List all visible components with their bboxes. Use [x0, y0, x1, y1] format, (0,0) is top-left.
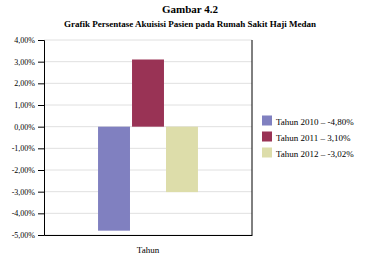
y-tick-mark	[38, 83, 44, 84]
y-tick-mark	[38, 170, 44, 171]
bar	[166, 127, 198, 192]
grid-line	[44, 148, 252, 149]
y-tick-label: -2,00%	[12, 166, 36, 175]
legend: Tahun 2010 – -4,80% Tahun 2011 – 3,10% Tah…	[262, 116, 354, 159]
grid-line	[44, 191, 252, 192]
legend-swatch	[262, 132, 272, 142]
legend-label: Tahun 2011 – 3,10%	[276, 133, 351, 143]
bars	[98, 60, 198, 231]
y-tick: 4,00%	[14, 36, 44, 45]
bar	[98, 127, 130, 231]
legend-swatch	[262, 116, 272, 126]
y-tick-mark	[38, 105, 44, 106]
chart: Gambar 4.2 Grafik Persentase Akuisisi Pas…	[0, 0, 380, 261]
y-tick: -1,00%	[12, 144, 44, 153]
y-tick: 2,00%	[14, 79, 44, 88]
x-axis-title: Tahun	[137, 245, 160, 255]
grid-line	[44, 40, 252, 41]
y-tick: 1,00%	[14, 101, 44, 110]
grid-line	[44, 170, 252, 171]
legend-label: Tahun 2012 – -3,02%	[276, 149, 354, 159]
y-tick: 0,00%	[14, 123, 44, 132]
grid-line	[44, 213, 252, 214]
bar	[132, 60, 164, 127]
y-tick-label: -4,00%	[12, 209, 36, 218]
y-tick-label: 4,00%	[14, 36, 35, 45]
y-tick-label: -1,00%	[12, 144, 36, 153]
y-tick-mark	[38, 213, 44, 214]
y-tick-label: 0,00%	[14, 123, 35, 132]
y-tick: -4,00%	[12, 209, 44, 218]
y-tick-label: -3,00%	[12, 188, 36, 197]
y-tick-mark	[38, 127, 44, 128]
plot-frame	[252, 40, 253, 235]
y-tick-mark	[38, 148, 44, 149]
y-tick-label: 1,00%	[14, 101, 35, 110]
y-tick-mark	[38, 235, 44, 236]
legend-item: Tahun 2012 – -3,02%	[262, 148, 354, 159]
y-tick-label: -5,00%	[12, 231, 36, 240]
y-tick-mark	[38, 62, 44, 63]
legend-item: Tahun 2011 – 3,10%	[262, 132, 351, 143]
y-tick-mark	[38, 40, 44, 41]
y-tick: 3,00%	[14, 58, 44, 67]
subtitle: Grafik Persentase Akuisisi Pasien pada R…	[64, 19, 316, 29]
y-axis: -5,00% -4,00% -3,00% -2,00% -1,00% 0,00% 1,00%…	[12, 36, 45, 240]
y-axis-line	[38, 41, 45, 236]
y-tick-mark	[38, 192, 44, 193]
legend-swatch	[262, 148, 272, 158]
y-tick: -3,00%	[12, 188, 44, 197]
grid-line	[44, 235, 252, 236]
y-tick-label: 2,00%	[14, 79, 35, 88]
x-axis-line	[45, 235, 253, 236]
y-tick: -5,00%	[12, 231, 44, 240]
title: Gambar 4.2	[162, 3, 219, 15]
legend-label: Tahun 2010 – -4,80%	[276, 117, 354, 127]
y-tick-label: 3,00%	[14, 58, 35, 67]
plot: -5,00% -4,00% -3,00% -2,00% -1,00% 0,00% 1,00%…	[12, 36, 253, 255]
y-tick: -2,00%	[12, 166, 44, 175]
x-axis	[45, 235, 253, 236]
grid	[44, 40, 252, 235]
legend-item: Tahun 2010 – -4,80%	[262, 116, 354, 127]
